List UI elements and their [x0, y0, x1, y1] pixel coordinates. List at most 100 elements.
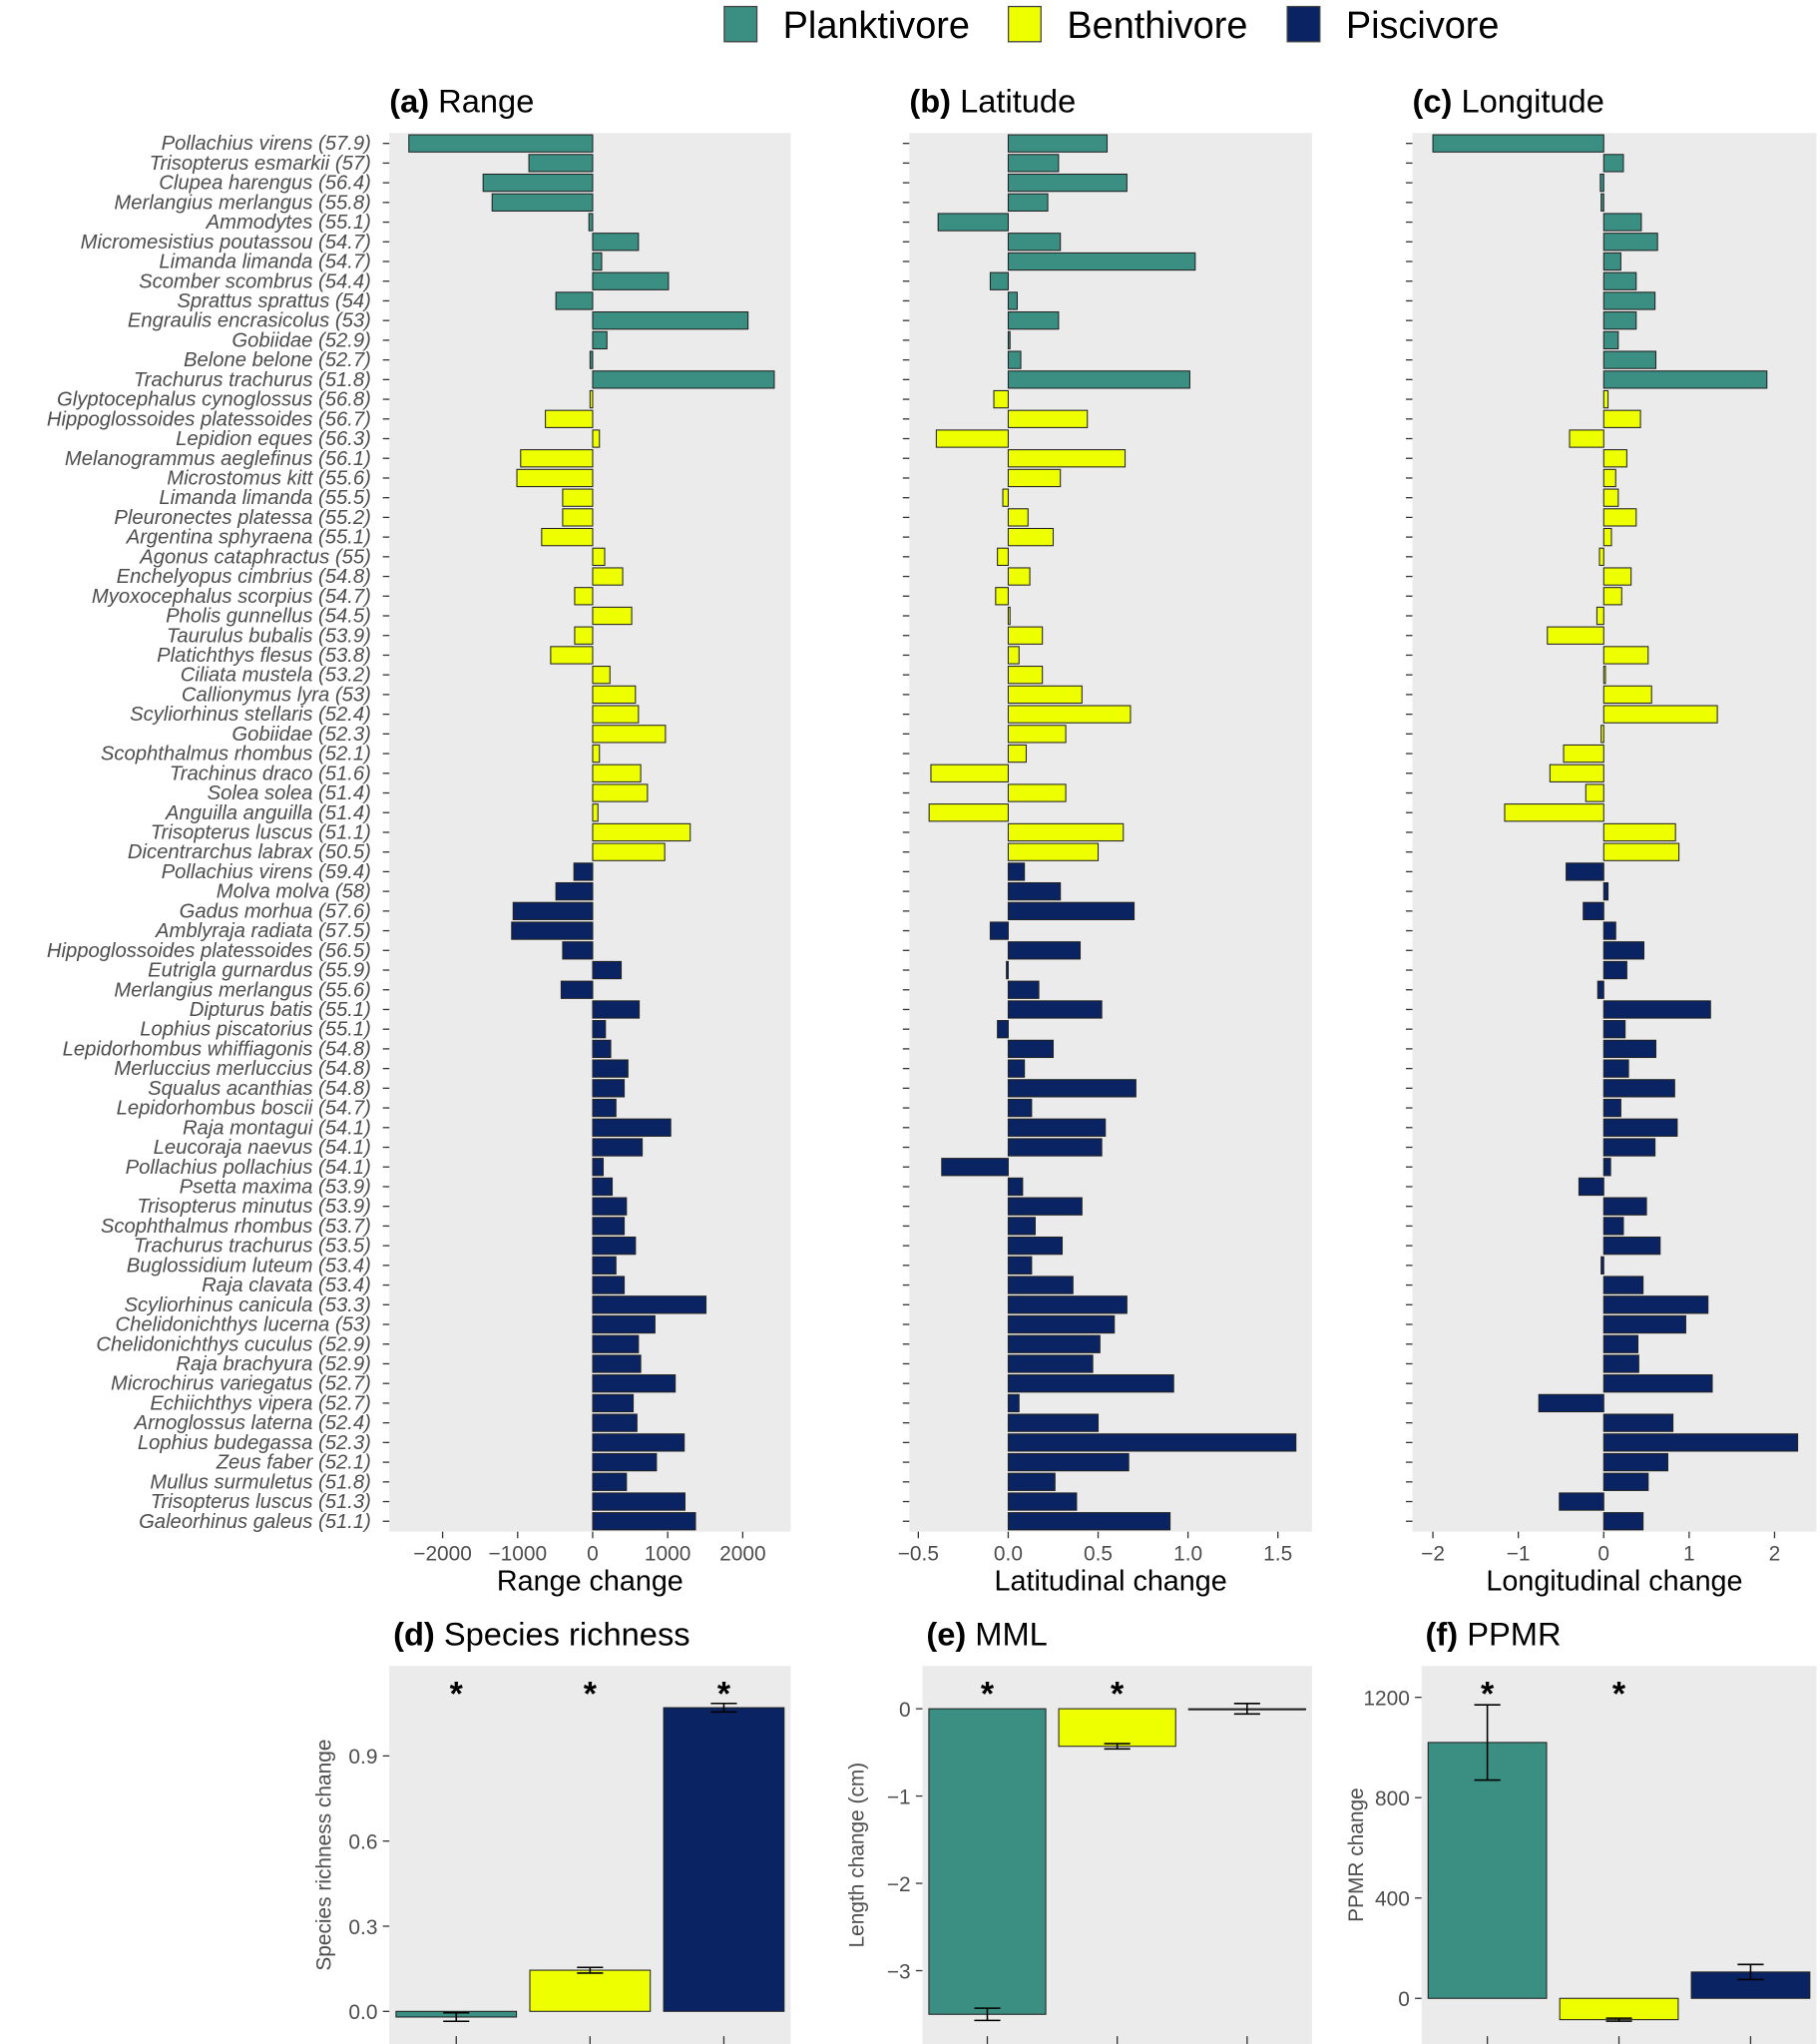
- species-label: Ammodytes (55.1): [206, 212, 371, 234]
- bar: [1585, 783, 1604, 802]
- species-label: Galeorhinus galeus (51.1): [139, 1511, 371, 1533]
- bar: [1547, 626, 1604, 645]
- bar: [1007, 941, 1082, 960]
- bar: [592, 1374, 677, 1393]
- species-label: Pollachius pollachius (54.1): [126, 1157, 371, 1179]
- y-tick-label: 400: [1375, 1888, 1410, 1911]
- error-bar: [577, 1966, 604, 1974]
- species-label: Trachurus trachurus (51.8): [134, 369, 371, 391]
- bar: [1602, 1000, 1711, 1019]
- species-label: Raja brachyura (52.9): [176, 1353, 371, 1375]
- species-label: Agonus cataphractus (55): [139, 546, 371, 568]
- bar: [592, 1393, 635, 1413]
- error-bar: [1474, 1704, 1501, 1782]
- species-label: Scophthalmus rhombus (53.7): [101, 1216, 371, 1238]
- y-tick-label: 0.3: [348, 1916, 377, 1939]
- error-bar: [1233, 1703, 1260, 1716]
- bar: [1602, 350, 1656, 369]
- x-tick-label: 2: [1769, 1542, 1781, 1565]
- panel-range: (a) Range −2000 −1000 0 1000 2000 Range change: [382, 82, 791, 1597]
- bar: [1602, 370, 1768, 389]
- bar: [1007, 1236, 1064, 1256]
- bar: [511, 921, 594, 940]
- bar: [528, 154, 594, 173]
- species-label: Raja clavata (53.4): [202, 1275, 371, 1296]
- bar-planktivore: [928, 1708, 1047, 2015]
- bar: [592, 1039, 612, 1059]
- bar: [1007, 666, 1044, 685]
- y-tick-label: 0.0: [348, 2001, 377, 2024]
- bar: [935, 429, 1009, 448]
- bar: [1602, 1236, 1661, 1256]
- x-tick-label: −0.5: [898, 1542, 939, 1565]
- y-tick-label: −2: [887, 1873, 911, 1896]
- bar: [1602, 1295, 1709, 1314]
- species-label: Glyptocephalus cynoglossus (56.8): [57, 389, 371, 411]
- bar: [592, 1433, 685, 1452]
- bar: [1007, 980, 1040, 999]
- x-axis-title: Longitudinal change: [1486, 1565, 1742, 1597]
- bar: [1007, 350, 1022, 369]
- bar: [520, 449, 594, 468]
- species-label: Trisopterus esmarkii (57): [150, 153, 371, 175]
- bar: [1007, 567, 1031, 586]
- y-tick-label: 0.9: [348, 1746, 377, 1769]
- species-label: Lepidorhombus boscii (54.7): [117, 1098, 371, 1120]
- species-label: Chelidonichthys lucerna (53): [115, 1314, 370, 1336]
- y-axis-title: Species richness change: [312, 1740, 335, 1971]
- bar: [592, 1452, 658, 1472]
- bar: [1006, 960, 1009, 980]
- bar: [592, 1158, 605, 1177]
- x-tick-label: 0: [587, 1542, 599, 1565]
- y-tick-label: 0: [1398, 1988, 1410, 2011]
- bar: [592, 666, 611, 685]
- bar: [592, 1354, 642, 1373]
- species-label: Hippoglossoides platessoides (56.7): [47, 408, 371, 430]
- bar: [1602, 1433, 1799, 1452]
- bar: [1007, 449, 1127, 468]
- species-label: Trisopterus minutus (53.9): [137, 1196, 371, 1218]
- legend-swatch-piscivore: [1286, 5, 1321, 43]
- panel-title: (f) PPMR: [1426, 1615, 1562, 1652]
- species-label: Lepidion eques (56.3): [176, 428, 371, 450]
- bar: [1007, 1354, 1094, 1373]
- bar: [592, 1276, 626, 1294]
- bar: [1602, 842, 1680, 861]
- bar: [1007, 1413, 1100, 1432]
- bar: [1007, 1039, 1055, 1059]
- bar: [592, 1197, 628, 1216]
- bar: [1002, 488, 1009, 507]
- bar: [562, 941, 594, 960]
- bar: [541, 527, 594, 547]
- species-label: Scomber scombrus (54.4): [139, 270, 371, 292]
- bar: [1432, 134, 1604, 153]
- bar: [1007, 1098, 1033, 1118]
- bar: [592, 1059, 629, 1078]
- bar: [989, 271, 1009, 290]
- x-tick-label: 0: [1597, 1542, 1609, 1565]
- bar: [1602, 409, 1641, 428]
- error-bar: [710, 1702, 737, 1714]
- bar: [1007, 291, 1018, 310]
- bar: [1007, 527, 1055, 547]
- bar: [1602, 685, 1652, 705]
- bar: [592, 960, 623, 980]
- bar-benthivore: [1058, 1708, 1176, 1748]
- species-label: Callionymus lyra (53): [182, 684, 371, 706]
- bar: [592, 685, 637, 705]
- bar: [1602, 1334, 1639, 1353]
- bar: [1007, 1217, 1036, 1236]
- x-tick-label: 1: [1683, 1542, 1695, 1565]
- species-label: Arnoglossus laterna (52.4): [134, 1412, 371, 1434]
- bar: [1007, 744, 1027, 764]
- bar: [592, 1256, 617, 1275]
- panel-title: (d) Species richness: [393, 1615, 689, 1652]
- bar: [1578, 1177, 1604, 1197]
- species-label: Pholis gunnellus (54.5): [166, 606, 371, 628]
- panel-longitude: (c) Longitude −2 −1 0 1 2 Longitudinal change: [1405, 82, 1817, 1597]
- species-label: Hippoglossoides platessoides (56.5): [47, 940, 371, 962]
- y-axis-title: PPMR change: [1345, 1788, 1368, 1922]
- bar: [1007, 646, 1020, 665]
- bar: [1569, 429, 1604, 448]
- bar: [592, 1177, 614, 1197]
